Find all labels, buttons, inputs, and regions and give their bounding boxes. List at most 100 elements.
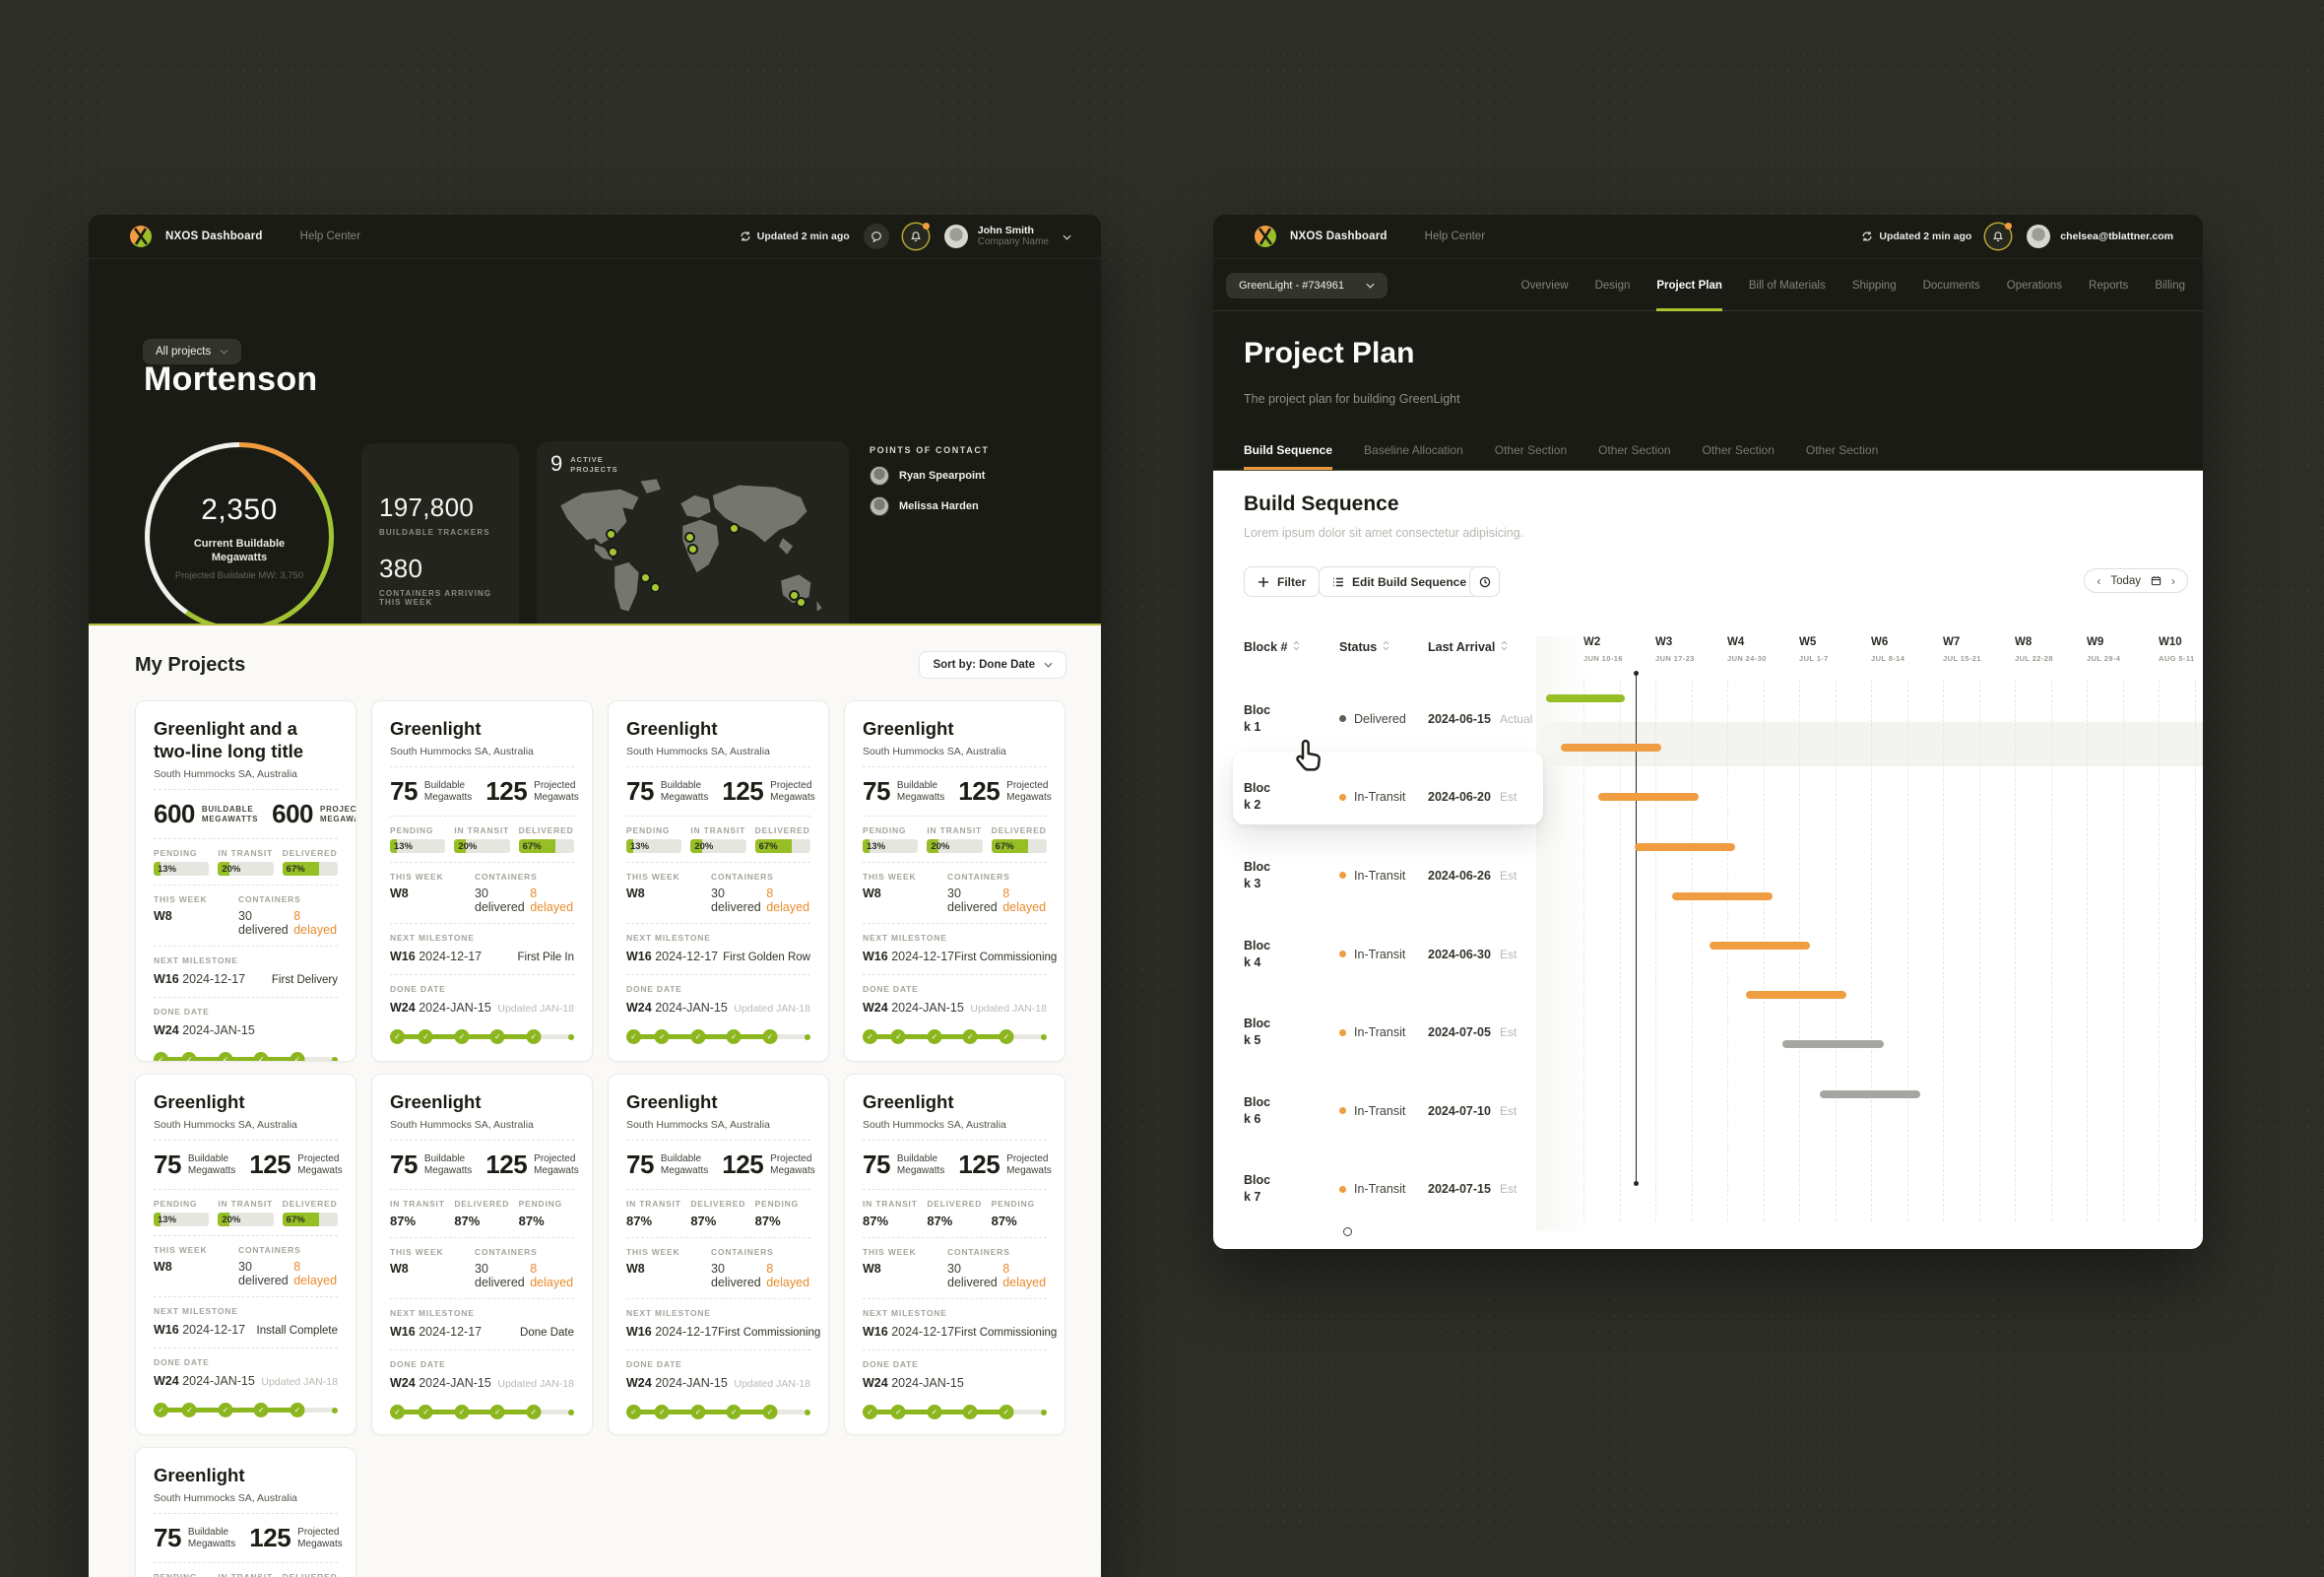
tab-shipping[interactable]: Shipping bbox=[1851, 279, 1897, 292]
project-location-dot[interactable] bbox=[640, 572, 651, 583]
sort-icon[interactable] bbox=[1293, 640, 1300, 654]
gantt-bar-orange[interactable] bbox=[1709, 942, 1810, 950]
week-range: JUL 22-28 bbox=[2015, 654, 2053, 663]
project-location-dot[interactable] bbox=[796, 597, 807, 608]
chat-button[interactable] bbox=[863, 224, 889, 249]
project-location-dot[interactable] bbox=[606, 529, 616, 540]
gantt-bar-orange[interactable] bbox=[1745, 991, 1847, 1000]
user-menu-chevron[interactable] bbox=[1063, 228, 1071, 245]
project-card[interactable]: Greenlight South Hummocks SA, Australia 75… bbox=[371, 700, 593, 1062]
tab-project-plan[interactable]: Project Plan bbox=[1656, 259, 1723, 311]
subtab-other-section-3[interactable]: Other Section bbox=[1598, 443, 1671, 457]
subtab-other-section-2[interactable]: Other Section bbox=[1494, 443, 1568, 457]
project-location-dot[interactable] bbox=[684, 532, 695, 543]
table-row[interactable]: Block 4 In-Transit 2024-06-30 Est bbox=[1213, 915, 1538, 994]
progress-row: IN TRANSIT 87% DELIVERED 87% PENDING 87% bbox=[390, 1199, 574, 1228]
tab-reports[interactable]: Reports bbox=[2089, 279, 2129, 292]
column-header-status[interactable]: Status bbox=[1339, 640, 1389, 654]
progress-bar-fill bbox=[282, 862, 320, 876]
project-card[interactable]: Greenlight South Hummocks SA, Australia 75… bbox=[608, 700, 829, 1062]
project-location-dot[interactable] bbox=[687, 544, 698, 555]
notifications-button[interactable] bbox=[1985, 223, 2013, 249]
tab-overview[interactable]: Overview bbox=[1520, 279, 1569, 292]
plus-icon bbox=[1259, 576, 1268, 587]
done-date-row: W24 2024-JAN-15 bbox=[863, 1374, 1047, 1392]
tab-operations[interactable]: Operations bbox=[2006, 279, 2063, 292]
table-row[interactable]: Block 2 In-Transit 2024-06-20 Est bbox=[1213, 758, 1538, 837]
gantt-bar-gray[interactable] bbox=[1782, 1040, 1885, 1049]
project-card[interactable]: Greenlight and a two-line long title Sout… bbox=[135, 700, 356, 1062]
tab-billing[interactable]: Billing bbox=[2155, 279, 2185, 292]
progress-col: DELIVERED 67% bbox=[518, 825, 574, 853]
gantt-bar-orange[interactable] bbox=[1671, 891, 1773, 900]
done-date: W24 2024-JAN-15 bbox=[390, 1374, 491, 1392]
today-button[interactable]: Today bbox=[2110, 574, 2141, 587]
column-header-block[interactable]: Block # bbox=[1244, 640, 1300, 654]
table-row[interactable]: Block 6 In-Transit 2024-07-10 Est bbox=[1213, 1072, 1538, 1150]
progress-label: DELIVERED bbox=[754, 825, 810, 835]
table-row[interactable]: Block 1 Delivered 2024-06-15 Actual bbox=[1213, 680, 1538, 758]
tab-documents[interactable]: Documents bbox=[1922, 279, 1980, 292]
contacts-heading: POINTS OF CONTACT bbox=[870, 445, 990, 455]
project-card[interactable]: Greenlight South Hummocks SA, Australia 75… bbox=[135, 1074, 356, 1435]
all-projects-dropdown[interactable]: All projects bbox=[143, 339, 242, 364]
gantt-bar-green[interactable] bbox=[1546, 694, 1626, 702]
status-dot bbox=[1339, 872, 1346, 880]
edit-build-sequence-button[interactable]: Edit Build Sequence bbox=[1319, 566, 1481, 597]
help-center-link[interactable]: Help Center bbox=[1424, 230, 1486, 242]
progress-bar-value: 13% bbox=[158, 863, 177, 875]
table-row[interactable]: Block 5 In-Transit 2024-07-05 Est bbox=[1213, 993, 1538, 1072]
card-divider bbox=[154, 1347, 338, 1348]
gantt-bar-orange[interactable] bbox=[1598, 793, 1699, 802]
next-arrow-icon[interactable]: › bbox=[2171, 573, 2175, 588]
project-location-dot[interactable] bbox=[789, 590, 800, 601]
project-location-dot[interactable] bbox=[650, 582, 661, 593]
table-row[interactable]: Block 7 In-Transit 2024-07-15 Est bbox=[1213, 1150, 1538, 1229]
subtab-other-section-5[interactable]: Other Section bbox=[1805, 443, 1879, 457]
prev-arrow-icon[interactable]: ‹ bbox=[2097, 573, 2101, 588]
subtab-build-sequence-0[interactable]: Build Sequence bbox=[1244, 439, 1333, 470]
subtab-baseline-allocation-1[interactable]: Baseline Allocation bbox=[1364, 443, 1463, 457]
refresh-icon[interactable] bbox=[1861, 230, 1873, 242]
tab-design[interactable]: Design bbox=[1594, 279, 1631, 292]
project-card[interactable]: Greenlight South Hummocks SA, Australia 75… bbox=[135, 1447, 356, 1577]
progress-bar-fill bbox=[754, 839, 793, 853]
gantt-bar-orange[interactable] bbox=[1560, 744, 1661, 753]
project-card[interactable]: Greenlight South Hummocks SA, Australia 75… bbox=[844, 700, 1065, 1062]
table-row[interactable]: Block 3 In-Transit 2024-06-26 Est bbox=[1213, 836, 1538, 915]
project-card-stats: 75 Buildable Megawatts 125 Projected Megawa… bbox=[390, 776, 579, 807]
sort-icon[interactable] bbox=[1501, 640, 1508, 654]
project-card[interactable]: Greenlight South Hummocks SA, Australia 75… bbox=[608, 1074, 829, 1435]
timeline-check-dot: ✓ bbox=[690, 1029, 706, 1044]
milestone-timeline: ✓ ✓ ✓ ✓ ✓ bbox=[390, 1029, 574, 1044]
sort-icon[interactable] bbox=[1383, 640, 1389, 654]
gantt-bar-orange[interactable] bbox=[1634, 842, 1736, 851]
project-location-dot[interactable] bbox=[729, 523, 740, 534]
tab-bill-of-materials[interactable]: Bill of Materials bbox=[1748, 279, 1826, 292]
sort-dropdown[interactable]: Sort by: Done Date bbox=[919, 651, 1066, 679]
milestone-row: W16 2024-12-17 First Commissioning bbox=[863, 948, 1057, 965]
project-card[interactable]: Greenlight South Hummocks SA, Australia 75… bbox=[371, 1074, 593, 1435]
progress-col: IN TRANSIT 87% bbox=[863, 1199, 918, 1228]
project-select-dropdown[interactable]: GreenLight - #734961 bbox=[1226, 273, 1388, 298]
calendar-icon[interactable] bbox=[2151, 575, 2162, 586]
help-center-link[interactable]: Help Center bbox=[299, 230, 361, 242]
column-header-last-arrival[interactable]: Last Arrival bbox=[1428, 640, 1508, 654]
progress-label: PENDING bbox=[154, 848, 198, 858]
contact-row[interactable]: Ryan Spearpoint bbox=[870, 466, 1076, 486]
notifications-button[interactable] bbox=[902, 223, 930, 249]
scroll-indicator[interactable] bbox=[1343, 1227, 1352, 1236]
project-location-dot[interactable] bbox=[608, 547, 618, 558]
user-avatar[interactable] bbox=[943, 225, 968, 248]
timeline-check-dot: ✓ bbox=[927, 1405, 942, 1419]
project-card[interactable]: Greenlight South Hummocks SA, Australia 75… bbox=[844, 1074, 1065, 1435]
gantt-bar-gray[interactable] bbox=[1820, 1089, 1920, 1098]
refresh-icon[interactable] bbox=[740, 230, 751, 242]
hovered-row-card[interactable] bbox=[1233, 752, 1543, 824]
history-button[interactable] bbox=[1469, 566, 1500, 597]
contact-row[interactable]: Melissa Harden bbox=[870, 496, 1076, 516]
filter-button[interactable]: Filter bbox=[1244, 566, 1321, 597]
user-avatar[interactable] bbox=[2027, 225, 2051, 248]
subtab-other-section-4[interactable]: Other Section bbox=[1702, 443, 1775, 457]
card-divider bbox=[863, 1140, 1047, 1141]
